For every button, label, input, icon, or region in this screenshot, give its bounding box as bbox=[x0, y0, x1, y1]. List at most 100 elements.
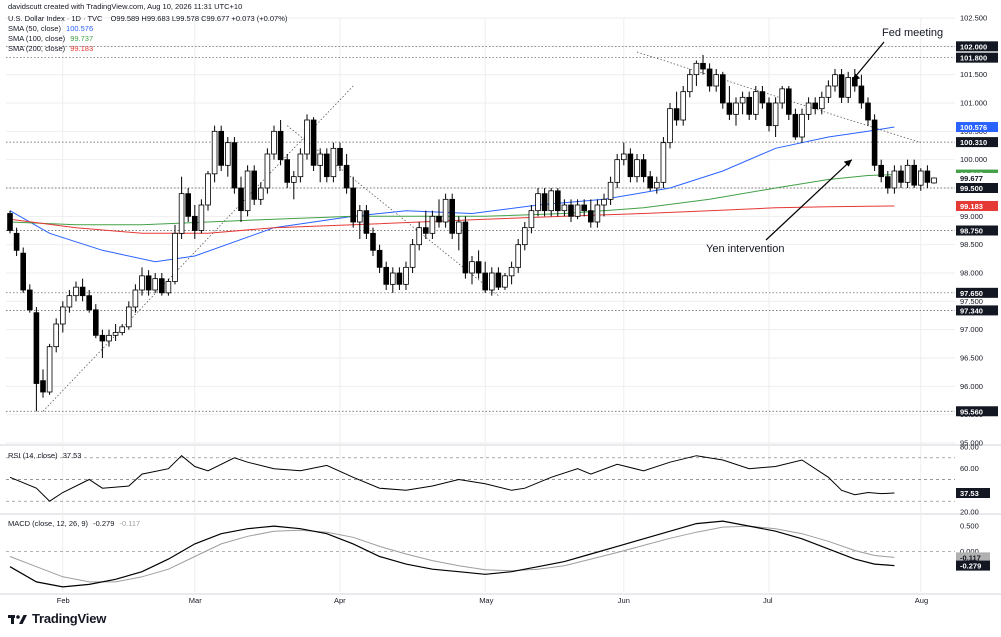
candle-body bbox=[772, 102, 779, 127]
candle-body bbox=[475, 261, 482, 274]
candle-body bbox=[891, 170, 898, 189]
candle-body bbox=[165, 281, 172, 294]
annotation-arrow-fed bbox=[851, 41, 885, 81]
value-badge-bg bbox=[956, 172, 998, 183]
candle-body bbox=[86, 295, 93, 311]
candle-body bbox=[871, 119, 878, 166]
macd-signal-line bbox=[9, 525, 895, 583]
macd-value: -0.279 bbox=[93, 519, 115, 528]
candle-body bbox=[73, 286, 79, 297]
arrowhead-fed bbox=[852, 73, 861, 81]
rsi-line bbox=[9, 455, 895, 502]
candle-body bbox=[455, 221, 462, 234]
candle-body bbox=[112, 332, 119, 336]
sma100-legend[interactable]: SMA (100, close) 99.737 bbox=[8, 34, 93, 44]
candle-body bbox=[759, 91, 766, 104]
candle-body bbox=[191, 215, 198, 231]
candle-body bbox=[832, 74, 838, 87]
candle-body bbox=[370, 232, 376, 251]
value-badge-text: 100.576 bbox=[960, 123, 987, 132]
annotation-yen-intervention: Yen intervention bbox=[706, 243, 785, 255]
level-badge-bg bbox=[956, 305, 998, 316]
candle-body bbox=[284, 159, 290, 183]
candle-body bbox=[356, 210, 363, 223]
sma200-value: 99.183 bbox=[70, 44, 94, 53]
level-badge-bg bbox=[956, 225, 998, 236]
rsi-legend[interactable]: RSI (14, close) 37.53 bbox=[8, 451, 81, 460]
candle-body bbox=[878, 164, 884, 178]
rsi-axis-tick: 80.00 bbox=[960, 443, 979, 452]
candle-body bbox=[449, 198, 455, 234]
macd-value-badge-bg bbox=[956, 560, 990, 571]
candle-body bbox=[680, 91, 686, 121]
price-axis-tick: 99.000 bbox=[960, 212, 983, 221]
symbol-line: U.S. Dollar Index · 1D · TVC bbox=[8, 14, 103, 23]
sma200-legend[interactable]: SMA (200, close) 99.183 bbox=[8, 44, 93, 54]
macd-legend[interactable]: MACD (close, 12, 26, 9) -0.279 -0.117 bbox=[8, 519, 140, 528]
time-axis-label: Aug bbox=[915, 596, 928, 605]
annotation-arrow-yen bbox=[765, 159, 853, 241]
candle-body bbox=[119, 326, 126, 333]
candle-body bbox=[79, 286, 86, 297]
sma50-legend[interactable]: SMA (50, close) 100.576 bbox=[8, 24, 93, 34]
candle-body bbox=[20, 252, 26, 291]
candle-body bbox=[224, 142, 231, 166]
candle-body bbox=[46, 346, 53, 393]
candle-body bbox=[482, 272, 488, 291]
candle-body bbox=[218, 130, 225, 166]
rsi-value-badge-bg bbox=[956, 488, 990, 499]
candle-body bbox=[40, 380, 46, 393]
signal-value-badge: -0.117 bbox=[960, 553, 981, 562]
price-axis-tick: 96.000 bbox=[960, 382, 983, 391]
candle-body bbox=[654, 181, 660, 189]
candle-body bbox=[442, 198, 449, 223]
candle-body bbox=[66, 295, 73, 308]
candle-body bbox=[621, 153, 627, 161]
trendline bbox=[636, 51, 921, 144]
candle-body bbox=[502, 275, 508, 288]
attribution-text: davidscutt created with TradingView.com,… bbox=[8, 2, 243, 11]
candle-body bbox=[389, 272, 396, 285]
candle-body bbox=[323, 153, 330, 178]
candle-body bbox=[548, 190, 554, 212]
arrowhead-yen bbox=[843, 159, 852, 167]
candle-body bbox=[139, 275, 145, 291]
sma-line bbox=[9, 174, 895, 226]
signal-value: -0.117 bbox=[119, 519, 141, 528]
price-axis-tick: 98.000 bbox=[960, 269, 983, 278]
time-axis-label: Feb bbox=[57, 596, 70, 605]
tradingview-brand[interactable]: TradingView bbox=[8, 611, 106, 626]
candle-body bbox=[508, 266, 515, 277]
candle-body bbox=[812, 102, 818, 110]
candle-body bbox=[416, 227, 422, 246]
candle-body bbox=[819, 96, 825, 110]
time-axis-label: Mar bbox=[189, 596, 202, 605]
candle-body bbox=[343, 164, 350, 189]
candle-body bbox=[700, 62, 706, 70]
candle-body bbox=[231, 142, 238, 189]
candle-body bbox=[310, 119, 317, 166]
candle-body bbox=[713, 74, 719, 87]
candle-body bbox=[396, 272, 403, 285]
macd-axis-tick: 0.000 bbox=[960, 547, 979, 556]
candle-body bbox=[845, 77, 851, 98]
candle-body bbox=[720, 74, 726, 104]
level-badge-bg bbox=[956, 406, 998, 417]
candle-body bbox=[660, 142, 667, 183]
candle-body bbox=[429, 215, 436, 234]
candle-body bbox=[541, 193, 548, 212]
candle-body bbox=[304, 119, 310, 155]
candle-body bbox=[297, 153, 304, 178]
value-badge-text: 99.677 bbox=[960, 174, 983, 183]
rsi-value: 37.53 bbox=[62, 451, 82, 460]
macd-axis-tick: 0.500 bbox=[960, 522, 979, 531]
sma-line bbox=[9, 126, 895, 263]
candle-body bbox=[647, 176, 653, 189]
candle-body bbox=[26, 289, 33, 311]
rsi-axis-tick: 60.00 bbox=[960, 464, 979, 473]
candle-body bbox=[238, 187, 244, 212]
candle-body bbox=[132, 289, 139, 308]
candle-body bbox=[904, 164, 911, 183]
level-badge-bg bbox=[956, 287, 998, 298]
